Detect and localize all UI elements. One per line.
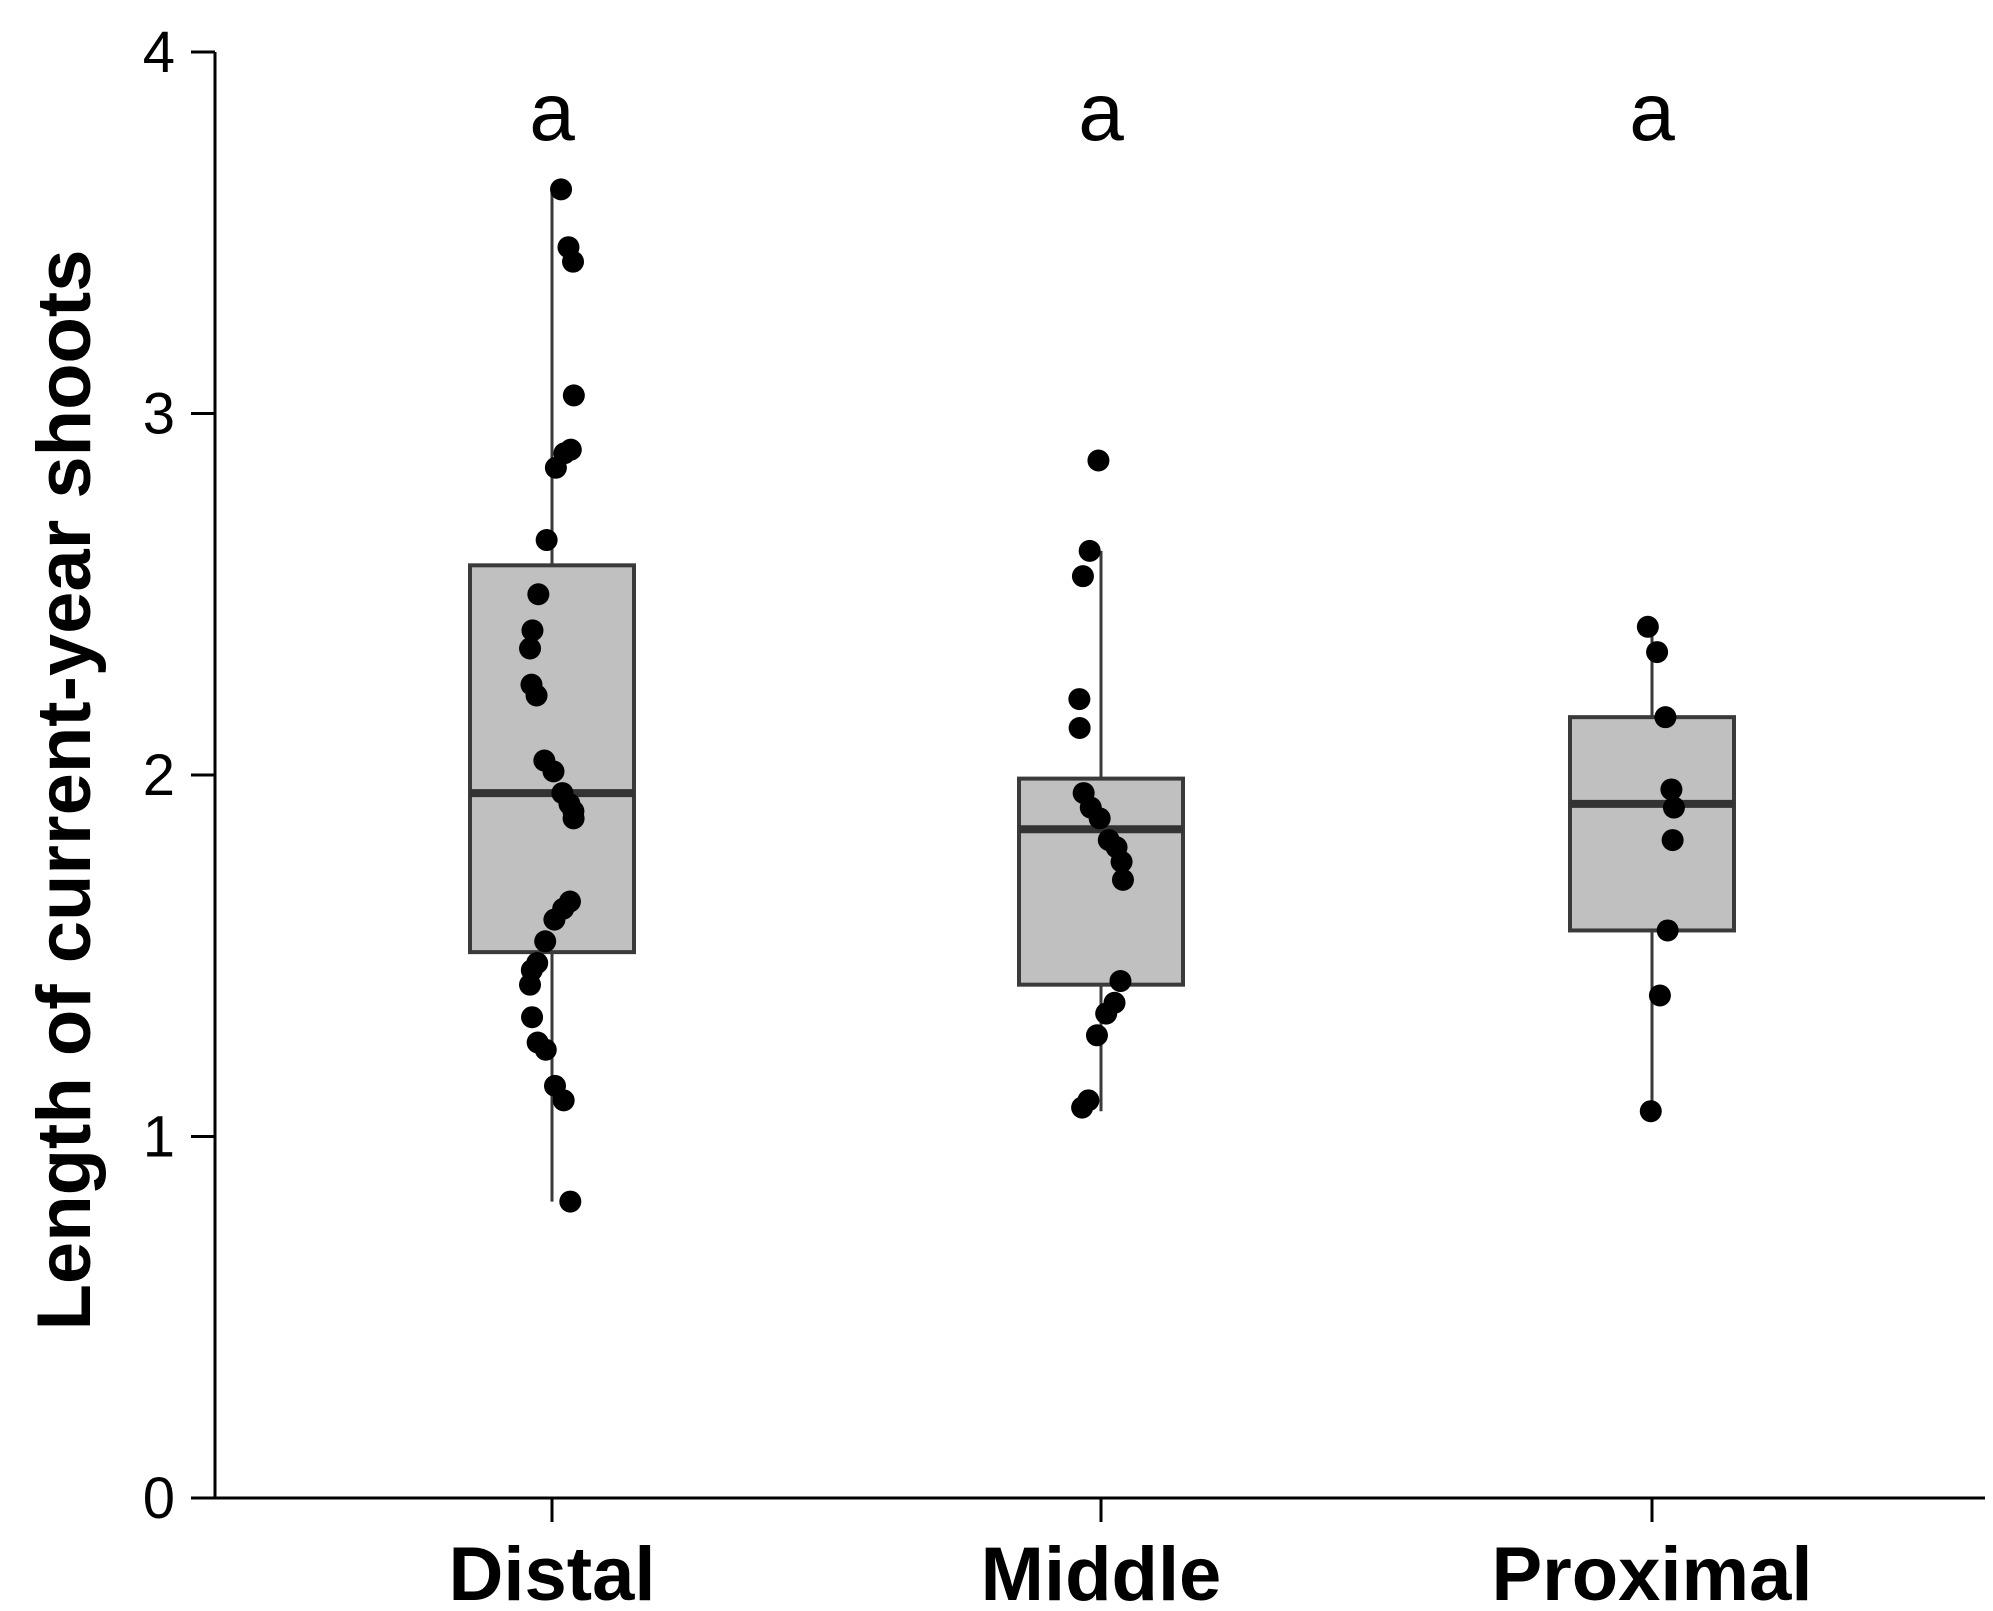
y-tick-label: 4 xyxy=(143,20,175,85)
box-group-proximal: a xyxy=(1568,67,1736,1123)
box-proximal xyxy=(1568,715,1736,933)
data-point xyxy=(1068,717,1091,740)
data-point xyxy=(1071,565,1094,588)
data-point xyxy=(550,178,573,201)
data-point xyxy=(1648,984,1671,1007)
data-point xyxy=(562,807,585,830)
data-point xyxy=(562,384,585,407)
data-point xyxy=(1087,449,1110,472)
y-tick-label: 3 xyxy=(143,382,175,447)
data-point xyxy=(1068,688,1091,711)
data-point xyxy=(521,1006,544,1029)
data-point xyxy=(562,250,585,273)
data-point xyxy=(1109,970,1132,993)
axes: 0 1 2 3 4 Distal Middle Proximal xyxy=(143,20,1985,1611)
box-group-middle: a xyxy=(1017,67,1185,1119)
data-point xyxy=(1646,641,1669,664)
data-point xyxy=(521,619,544,642)
data-point xyxy=(1636,615,1659,638)
y-tick-label: 0 xyxy=(143,1466,175,1531)
significance-letter-proximal: a xyxy=(1629,67,1675,158)
data-point xyxy=(525,684,548,707)
data-point xyxy=(543,908,566,931)
data-point xyxy=(534,1038,557,1061)
data-point xyxy=(1088,807,1111,830)
data-point xyxy=(552,1089,575,1112)
x-tick-label-proximal: Proximal xyxy=(1491,1532,1812,1611)
data-point xyxy=(1661,829,1684,852)
data-point xyxy=(1662,796,1685,819)
data-point xyxy=(1660,778,1683,801)
x-tick-label-middle: Middle xyxy=(981,1532,1222,1611)
y-tick-label: 1 xyxy=(143,1105,175,1170)
data-point xyxy=(1110,850,1133,873)
data-point xyxy=(535,529,558,552)
data-point xyxy=(544,456,567,479)
box-middle xyxy=(1017,776,1185,987)
data-point xyxy=(519,637,542,660)
data-point xyxy=(519,973,542,996)
data-point xyxy=(1071,1096,1094,1119)
data-point xyxy=(559,1190,582,1213)
data-point xyxy=(1639,1100,1662,1123)
y-tick-label: 2 xyxy=(143,743,175,808)
data-point xyxy=(1656,919,1679,942)
data-point xyxy=(1111,868,1134,891)
data-point xyxy=(1078,539,1101,562)
data-point xyxy=(534,930,557,953)
significance-letter-distal: a xyxy=(529,67,575,158)
box-group-distal: a xyxy=(468,67,636,1213)
data-point xyxy=(1654,706,1677,729)
data-point xyxy=(527,583,550,606)
data-point xyxy=(542,760,565,783)
y-axis-title: Length of current-year shoots xyxy=(22,250,107,1331)
x-tick-label-distal: Distal xyxy=(449,1532,656,1611)
significance-letter-middle: a xyxy=(1078,67,1124,158)
data-point xyxy=(1085,1024,1108,1047)
data-point xyxy=(1095,1002,1118,1025)
